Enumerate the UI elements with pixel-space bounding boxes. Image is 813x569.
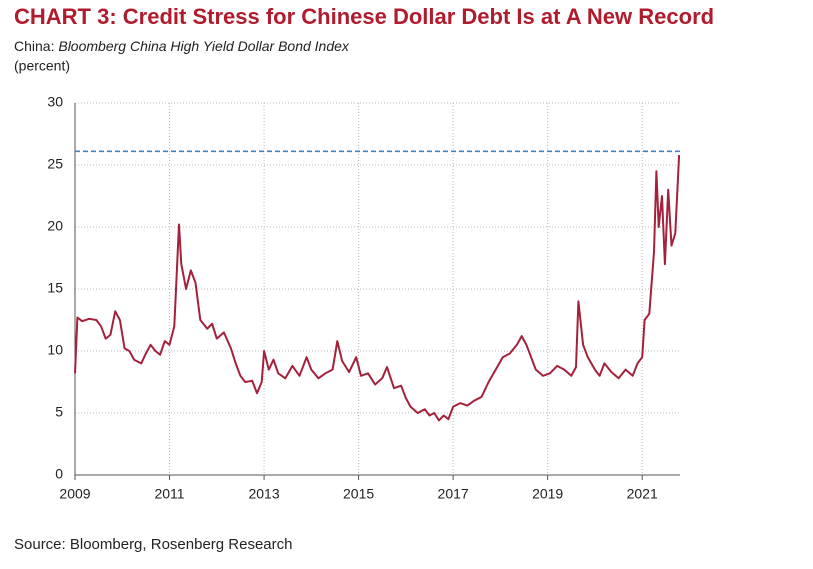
subtitle-region: China: — [14, 38, 54, 54]
data-line — [74, 155, 681, 422]
x-tick-label: 2013 — [248, 486, 279, 502]
subtitle-index: Bloomberg China High Yield Dollar Bond I… — [58, 38, 350, 54]
source: Source: Bloomberg, Rosenberg Research — [14, 536, 292, 553]
y-tick-label: 30 — [47, 94, 63, 110]
chart-title: CHART 3: Credit Stress for Chinese Dolla… — [14, 4, 714, 29]
x-tick-label: 2017 — [438, 486, 469, 502]
y-tick-label: 0 — [55, 466, 63, 482]
y-tick-label: 15 — [47, 280, 63, 296]
y-tick-label: 20 — [47, 218, 63, 234]
x-tick-label: 2021 — [627, 486, 658, 502]
y-axis-label: (percent) — [14, 58, 70, 74]
subtitle: China: Bloomberg China High Yield Dollar… — [14, 38, 350, 54]
y-tick-label: 10 — [47, 342, 63, 358]
x-tick-label: 2009 — [59, 486, 90, 502]
y-tick-label: 25 — [47, 156, 63, 172]
x-tick-label: 2015 — [343, 486, 374, 502]
x-tick-label: 2019 — [532, 486, 563, 502]
y-tick-label: 5 — [55, 404, 63, 420]
x-tick-label: 2011 — [154, 486, 184, 502]
